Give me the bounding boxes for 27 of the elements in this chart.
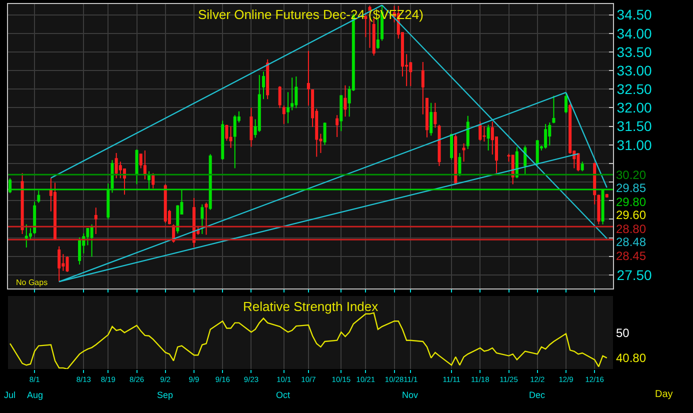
y-tick-label: 31.50 [616, 118, 652, 134]
y-tick-label: 32.00 [616, 100, 652, 116]
y-tick-label: 27.50 [616, 266, 652, 283]
y-tick-label: 34.00 [616, 25, 652, 42]
x2-tick-label: Dec [529, 390, 546, 400]
x2-tick-label: Jul [4, 390, 16, 400]
y-tick-label: 33.50 [616, 44, 652, 60]
y-tick-label: 32.50 [616, 81, 652, 98]
x2-tick-label: Oct [276, 390, 290, 400]
y-tick-label: 33.00 [616, 62, 652, 78]
x2-tick-label: Nov [402, 390, 419, 400]
text: Day [655, 389, 673, 400]
text: 50 [616, 326, 630, 340]
annotation: No Gaps [16, 278, 48, 287]
y-tick-label: 34.50 [616, 6, 652, 23]
x2-tick-label: Sep [157, 390, 174, 400]
ref-line-label: 29.80 [616, 195, 646, 209]
ref-line-label: 28.80 [616, 222, 646, 236]
ref-line-label: 28.45 [616, 249, 646, 263]
annotation: 40.80 [616, 351, 646, 365]
x2-tick-label: Aug [27, 390, 44, 400]
data-label: 29.85 [616, 181, 646, 195]
annotation: 29.60 [616, 208, 646, 222]
chart-title: Relative Strength Index [243, 299, 379, 314]
ref-line-label: 30.20 [616, 168, 646, 182]
y-tick-label: 31.00 [616, 136, 652, 153]
data-label: 28.48 [616, 235, 646, 249]
